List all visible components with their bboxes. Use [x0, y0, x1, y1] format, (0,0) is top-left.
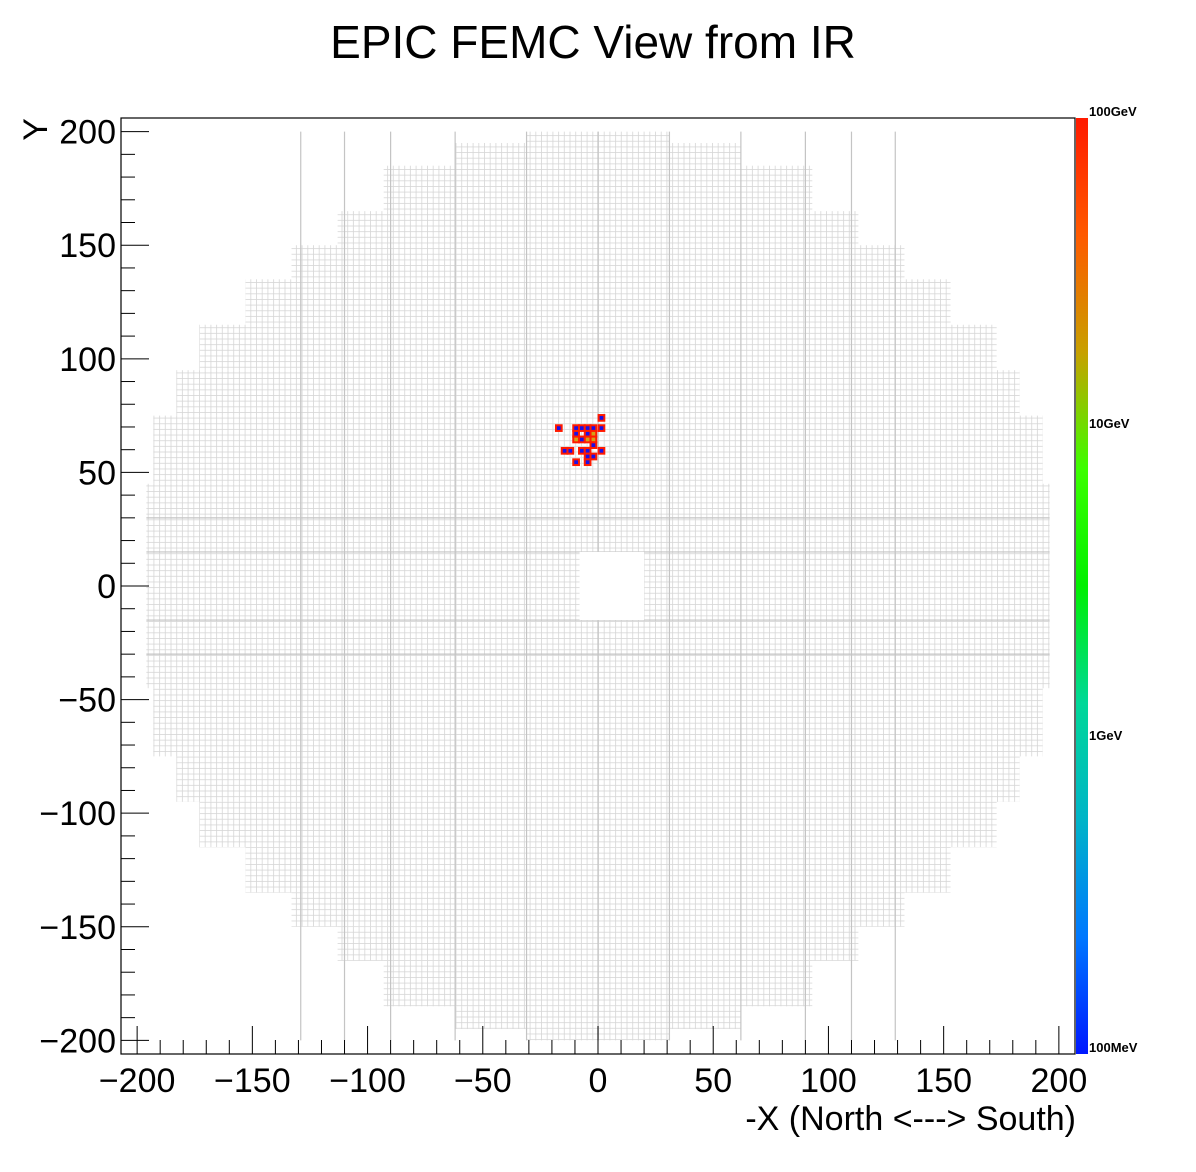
x-tick-label: 100 [800, 1062, 857, 1100]
x-axis-ticks: −200 −150 −100 −50 0 50 100 150 200 [99, 1026, 1087, 1100]
y-tick-label: 100 [59, 341, 116, 379]
y-axis-ticks: 200 150 100 50 0 −50 −100 −150 −200 [39, 114, 149, 1060]
detector-cells [146, 131, 1050, 1041]
color-scale-label: 10GeV [1089, 416, 1130, 431]
chart-title: EPIC FEMC View from IR [330, 16, 856, 68]
hit-cell [554, 424, 563, 432]
color-scale-label: 100MeV [1089, 1040, 1138, 1055]
hit-cell [589, 452, 598, 461]
y-tick-label: 0 [97, 568, 116, 606]
hit-cell [566, 446, 575, 455]
y-tick-label: −150 [39, 909, 116, 947]
y-tick-label: 150 [59, 227, 116, 265]
x-tick-label: 200 [1031, 1062, 1088, 1100]
x-tick-label: −200 [99, 1062, 176, 1100]
x-tick-label: 0 [589, 1062, 608, 1100]
color-scale-label: 100GeV [1089, 104, 1137, 119]
hit-cell [597, 446, 606, 455]
color-scale-label: 1GeV [1089, 728, 1123, 743]
x-tick-label: −100 [329, 1062, 406, 1100]
x-tick-label: 50 [694, 1062, 732, 1100]
hit-cell [572, 458, 580, 467]
color-scale-labels: 100GeV 10GeV 1GeV 100MeV [1089, 104, 1138, 1055]
y-tick-label: −200 [39, 1022, 116, 1060]
color-scale-bar [1076, 118, 1088, 1054]
y-tick-label: 200 [59, 114, 116, 152]
x-tick-label: 150 [915, 1062, 972, 1100]
beam-hole [579, 551, 645, 621]
y-tick-label: −100 [39, 795, 116, 833]
x-tick-label: −150 [214, 1062, 291, 1100]
x-tick-label: −50 [454, 1062, 512, 1100]
hit-cell [597, 424, 606, 432]
x-axis-label: -X (North <---> South) [745, 1100, 1076, 1138]
y-axis-label: Y [17, 118, 55, 141]
hit-cell [589, 441, 598, 449]
hit-cell [597, 414, 606, 422]
energy-hits [554, 414, 606, 467]
y-tick-label: 50 [78, 454, 116, 492]
hit-cell [583, 458, 592, 467]
y-tick-label: −50 [58, 682, 116, 720]
